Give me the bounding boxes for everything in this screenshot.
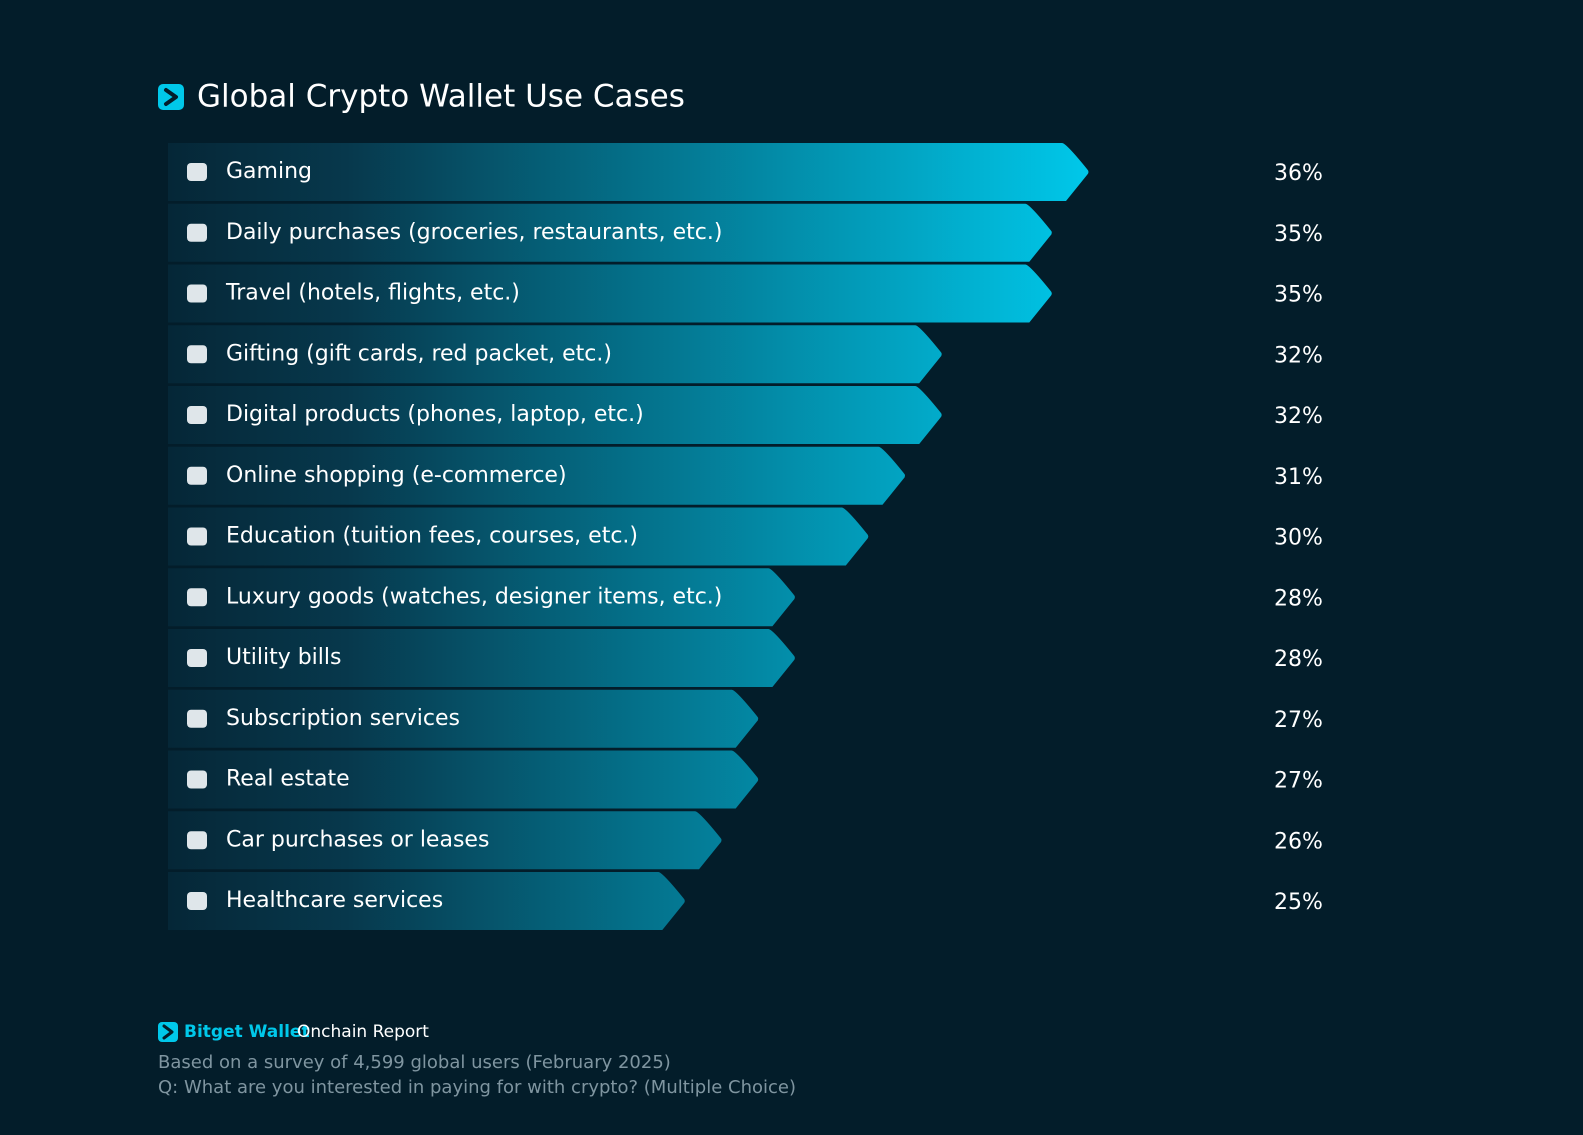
- category-label: Gifting (gift cards, red packet, etc.): [226, 341, 612, 366]
- value-label: 30%: [1274, 526, 1323, 551]
- category-label: Healthcare services: [226, 888, 443, 913]
- category-icon: [187, 588, 207, 607]
- value-label: 27%: [1274, 708, 1323, 733]
- chart-title: Global Crypto Wallet Use Cases: [197, 79, 685, 115]
- category-icon: [187, 223, 207, 242]
- category-icon: [187, 892, 207, 910]
- category-icon: [187, 649, 207, 667]
- value-label: 35%: [1274, 283, 1323, 308]
- category-icon: [187, 709, 207, 728]
- bar: [168, 750, 759, 809]
- category-label: Real estate: [226, 767, 350, 792]
- bar: [168, 446, 905, 505]
- bar: [168, 386, 942, 444]
- category-icon: [187, 770, 207, 789]
- note: Q: What are you interested in paying for…: [158, 1077, 796, 1098]
- title-icon: [158, 84, 184, 110]
- value-label: 32%: [1274, 404, 1323, 429]
- brand: Bitget Wallet: [184, 1022, 310, 1042]
- category-label: Car purchases or leases: [226, 827, 489, 852]
- value-label: 28%: [1274, 647, 1323, 672]
- bar: [168, 568, 795, 627]
- category-icon: [187, 284, 207, 303]
- value-label: 26%: [1274, 829, 1323, 854]
- category-icon: [187, 345, 207, 364]
- note: Based on a survey of 4,599 global users …: [158, 1052, 671, 1073]
- brand-icon: [158, 1022, 178, 1042]
- value-label: 27%: [1274, 769, 1323, 794]
- category-label: Utility bills: [226, 645, 341, 670]
- bar: [168, 203, 1052, 262]
- bar: [168, 811, 722, 870]
- category-label: Gaming: [226, 159, 312, 184]
- category-label: Digital products (phones, laptop, etc.): [226, 402, 644, 427]
- category-label: Daily purchases (groceries, restaurants,…: [226, 220, 722, 245]
- bar: [168, 689, 759, 748]
- value-label: 36%: [1274, 161, 1323, 186]
- category-label: Travel (hotels, flights, etc.): [225, 281, 520, 306]
- category-icon: [187, 831, 207, 850]
- value-label: 25%: [1274, 890, 1323, 915]
- category-label: Luxury goods (watches, designer items, e…: [226, 584, 722, 609]
- value-label: 28%: [1274, 586, 1323, 611]
- category-label: Online shopping (e-commerce): [226, 463, 567, 488]
- bar: [168, 325, 942, 384]
- category-label: Subscription services: [226, 706, 460, 731]
- bar: [168, 507, 869, 566]
- value-label: 31%: [1274, 465, 1323, 490]
- category-label: Education (tuition fees, courses, etc.): [226, 524, 638, 549]
- bar: [168, 872, 685, 930]
- report-label: Onchain Report: [297, 1022, 429, 1042]
- category-icon: [187, 527, 207, 546]
- value-label: 32%: [1274, 343, 1323, 368]
- bar: [168, 629, 795, 687]
- category-icon: [187, 163, 207, 181]
- value-label: 35%: [1274, 222, 1323, 247]
- category-icon: [187, 406, 207, 424]
- bar: [168, 143, 1089, 201]
- category-icon: [187, 466, 207, 485]
- bars: Gaming 36% Daily purchases (groceries, res…: [168, 143, 1323, 930]
- bar: [168, 264, 1052, 323]
